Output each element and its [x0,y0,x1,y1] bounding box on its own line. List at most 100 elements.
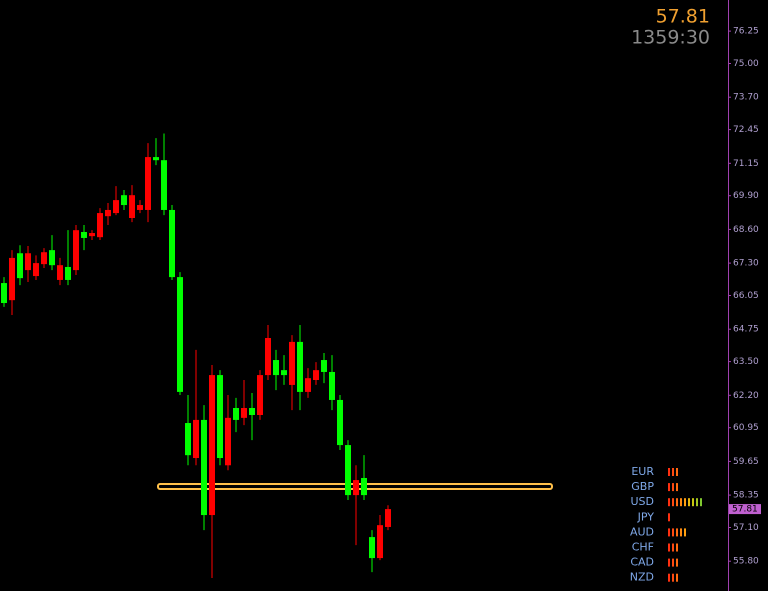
candle-body [337,399,343,446]
candle-body [193,419,199,459]
candle-body [177,277,183,392]
candle-body [73,230,79,271]
strength-bar [696,498,698,507]
y-tick-label: 71.15 [733,159,759,169]
currency-label: CHF [632,541,654,554]
current-price: 57.81 [656,6,710,28]
strength-bar [668,498,670,507]
currency-label: AUD [630,525,654,538]
y-tick-label: 73.70 [733,93,759,103]
y-tick-label: 64.75 [733,325,759,335]
y-tick-label: 55.80 [733,557,759,567]
candle-body [25,253,31,271]
y-tick-label: 69.90 [733,191,759,201]
candle-body [209,375,215,516]
y-tick-label: 67.30 [733,259,759,269]
candle-body [201,419,207,516]
strength-bar [680,528,682,537]
candle-body [41,252,47,265]
y-tick-label: 75.00 [733,59,759,69]
currency-label: USD [630,495,654,508]
strength-bar [676,498,678,507]
currency-label: CAD [630,556,654,569]
candle-body [1,283,7,304]
currency-label: GBP [631,480,654,493]
strength-bar [672,528,674,537]
price-tag [729,504,761,515]
candle-body [161,160,167,210]
candle-body [313,370,319,381]
candle-body [17,253,23,279]
candle-body [49,250,55,266]
strength-bar [684,498,686,507]
y-tick-label: 72.45 [733,125,759,135]
candle-body [153,157,159,161]
strength-bar [672,468,674,476]
candle-body [81,231,87,238]
strength-bar [672,558,674,567]
candle-body [185,423,191,456]
candle-body [217,375,223,459]
candle-body [33,263,39,277]
candle-body [129,195,135,218]
y-tick-label: 59.65 [733,457,759,467]
candle-body [305,378,311,392]
strength-bar [668,528,670,537]
y-tick-label: 60.95 [733,423,759,433]
strength-bar [684,528,686,537]
strength-bar [688,498,690,507]
candle-body [137,205,143,210]
strength-bar [692,498,694,507]
candle-body [105,209,111,217]
candle-body [121,195,127,206]
candle-body [257,375,263,415]
strength-bar [668,573,670,582]
strength-bar [668,483,670,492]
candle-body [169,209,175,278]
strength-bar [676,528,678,537]
candle-body [113,200,119,214]
currency-label: JPY [637,510,655,523]
candle-body [329,371,335,400]
candle-body [361,477,367,496]
candle-body [369,537,375,559]
y-tick-label: 62.20 [733,391,759,401]
candle-body [321,360,327,372]
candle-body [241,407,247,418]
strength-bar [680,498,682,507]
candle-body [89,233,95,237]
candle-body [289,341,295,385]
strength-bar [676,483,678,492]
strength-bar [676,558,678,567]
candle-body [145,157,151,210]
candle-body [265,338,271,376]
y-tick-label: 68.60 [733,225,759,235]
strength-bar [672,573,674,582]
y-tick-label: 66.05 [733,291,759,301]
y-tick-label: 58.35 [733,491,759,501]
y-tick-label: 57.10 [733,523,759,533]
currency-label: NZD [630,571,654,584]
candle-body [9,257,15,301]
strength-bar [668,468,670,476]
y-tick-label: 76.25 [733,27,759,37]
strength-bar [700,498,702,507]
bar-timer: 1359:30 [631,27,710,49]
candle-body [385,509,391,527]
y-tick-label: 63.50 [733,357,759,367]
candle-body [297,341,303,392]
candle-body [249,407,255,415]
candle-body [233,407,239,420]
strength-bar [672,483,674,492]
candle-body [273,360,279,376]
candle-body [65,266,71,280]
strength-bar [676,468,678,476]
strength-bar [676,543,678,552]
candle-body [377,525,383,559]
strength-bar [668,558,670,567]
strength-bar [668,543,670,552]
candle-body [57,265,63,280]
strength-bar [676,573,678,582]
